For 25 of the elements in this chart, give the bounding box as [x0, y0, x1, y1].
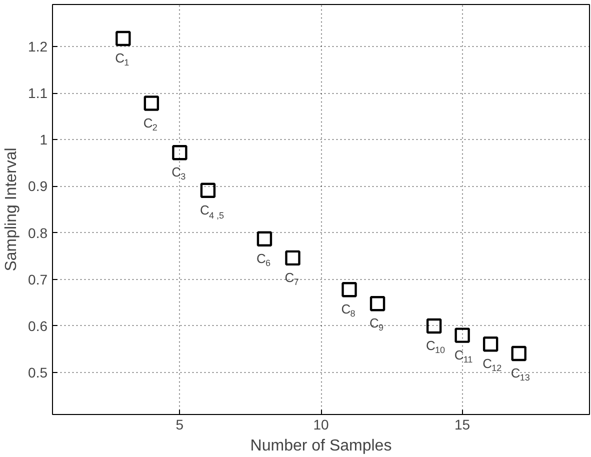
point: [144, 96, 160, 111]
y-tick-label: 0.9: [28, 178, 48, 194]
point: [256, 231, 272, 246]
point: [342, 282, 357, 298]
point: [511, 346, 526, 362]
point: [200, 182, 216, 198]
point: [454, 328, 470, 343]
y-tick-label: 0.5: [28, 364, 48, 381]
point: [426, 318, 442, 334]
point: [116, 30, 131, 46]
y-tick-label: 1: [40, 132, 48, 148]
point: [482, 336, 498, 352]
y-tick-label: 0.8: [28, 224, 48, 241]
point: [285, 250, 300, 266]
point: [370, 296, 386, 312]
y-tick-label: 0.6: [28, 318, 48, 334]
x-axis-title: Number of Samples: [250, 438, 392, 454]
y-tick-label: 1.1: [28, 85, 48, 102]
x-tick-label: 15: [454, 416, 470, 432]
y-axis-title: Sampling Interval: [3, 148, 20, 272]
y-tick-label: 0.7: [28, 271, 48, 288]
x-tick-label: 5: [176, 416, 184, 432]
x-tick-label: 10: [313, 416, 329, 432]
point: [172, 145, 188, 160]
y-tick-label: 1.2: [28, 38, 48, 54]
